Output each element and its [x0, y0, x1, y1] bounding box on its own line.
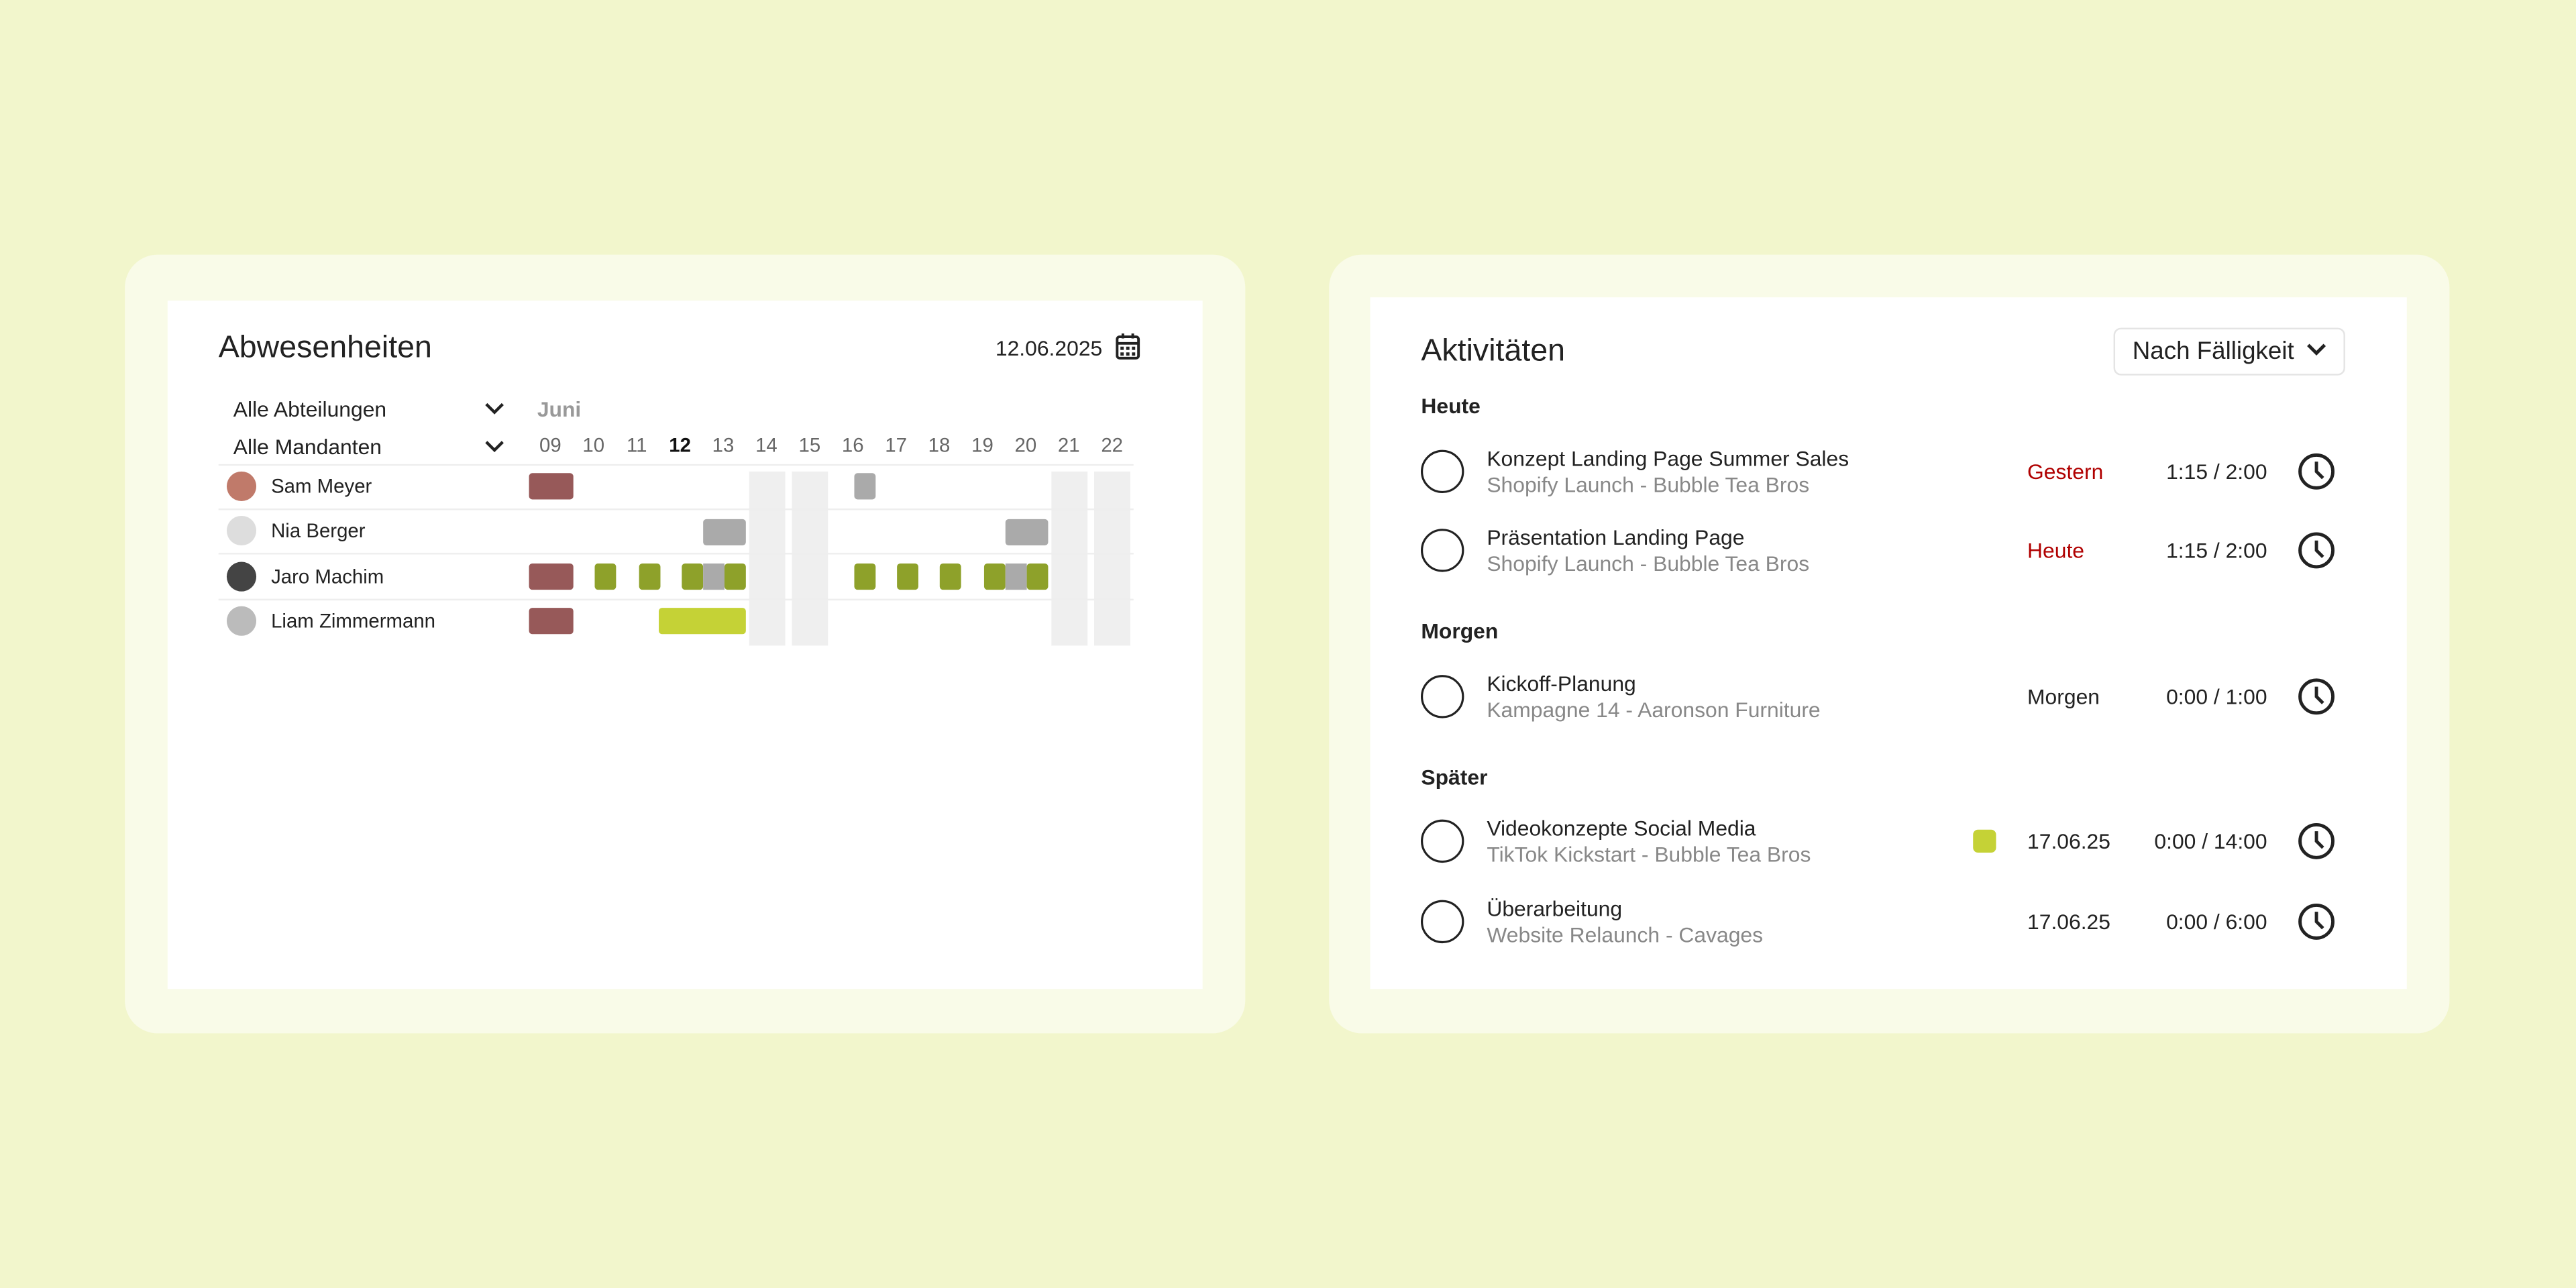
row-separators — [218, 464, 1134, 601]
group-label: Heute — [1421, 393, 1481, 419]
clock-icon[interactable] — [2298, 822, 2335, 859]
day-label: 21 — [1057, 433, 1080, 457]
day-label: 15 — [798, 433, 821, 457]
day-label: 22 — [1101, 433, 1124, 457]
day-label: 14 — [755, 433, 777, 457]
day-label: 20 — [1014, 433, 1037, 457]
activity-subtitle: Shopify Launch - Bubble Tea Bros — [1487, 551, 1810, 576]
panel-title: Abwesenheiten — [218, 331, 432, 366]
checkbox[interactable] — [1421, 529, 1464, 572]
clock-hands — [2314, 462, 2324, 480]
project-color — [1973, 829, 1996, 853]
date[interactable]: 12.06.2025 — [995, 335, 1103, 361]
activities-panel — [1370, 297, 2407, 989]
clock-icon[interactable] — [2298, 678, 2335, 715]
activity-title[interactable]: Videokonzepte Social Media — [1487, 815, 1756, 841]
day-label: 12 — [669, 433, 691, 457]
person: Jaro Machim — [271, 565, 384, 588]
clock-hands — [2314, 686, 2324, 704]
day-label: 10 — [582, 433, 605, 457]
clock-hands — [2314, 912, 2324, 930]
clock-icon[interactable] — [2298, 903, 2335, 940]
checkbox[interactable] — [1421, 819, 1464, 863]
dropdown-chevron[interactable] — [485, 402, 504, 415]
time-tracked: 1:15 / 2:00 — [2166, 459, 2267, 484]
group-label: Später — [1421, 765, 1488, 790]
clock-hands — [2314, 540, 2324, 558]
filter[interactable]: Alle Abteilungen — [233, 396, 387, 422]
checkbox[interactable] — [1421, 900, 1464, 944]
absence-blocks — [529, 473, 1049, 635]
activity-title[interactable]: Kickoff-Planung — [1487, 671, 1636, 696]
due-date: 17.06.25 — [2027, 909, 2110, 934]
sort-dropdown[interactable] — [2113, 327, 2345, 376]
day-label: 13 — [712, 433, 735, 457]
dropdown-chevron[interactable] — [485, 441, 504, 453]
clock-hands — [2314, 831, 2324, 849]
due-date: Morgen — [2027, 684, 2100, 709]
activity-subtitle: Website Relaunch - Cavages — [1487, 922, 1764, 947]
person: Nia Berger — [271, 519, 366, 543]
time-tracked: 1:15 / 2:00 — [2166, 538, 2267, 563]
time-tracked: 0:00 / 6:00 — [2166, 909, 2267, 934]
due-date: Gestern — [2027, 459, 2104, 484]
weekend-columns — [749, 471, 1130, 646]
day-label: 18 — [928, 433, 951, 457]
person: Sam Meyer — [271, 474, 372, 498]
sort-label[interactable]: Nach Fälligkeit — [2132, 337, 2294, 366]
day-label: 16 — [841, 433, 864, 457]
filter[interactable]: Alle Mandanten — [233, 434, 382, 460]
day-label: 17 — [885, 433, 907, 457]
clock-icon[interactable] — [2298, 453, 2335, 490]
checkbox[interactable] — [1421, 675, 1464, 718]
activity-title[interactable]: Präsentation Landing Page — [1487, 525, 1745, 550]
day-label: 19 — [971, 433, 994, 457]
avatar — [226, 515, 257, 546]
due-date: 17.06.25 — [2027, 828, 2110, 854]
activity-subtitle: Kampagne 14 - Aaronson Furniture — [1487, 697, 1821, 722]
dropdown-chevron[interactable] — [2307, 343, 2326, 356]
absences-panel — [167, 301, 1203, 989]
day-label: 11 — [626, 433, 647, 457]
person: Liam Zimmermann — [271, 609, 436, 633]
checkbox[interactable] — [1421, 449, 1464, 494]
month: Juni — [537, 396, 582, 422]
activity-title[interactable]: Konzept Landing Page Summer Sales — [1487, 445, 1849, 471]
group-label: Morgen — [1421, 619, 1499, 643]
due-date: Heute — [2027, 538, 2085, 563]
avatar — [226, 471, 257, 501]
avatar — [226, 561, 257, 592]
calendar-icon[interactable] — [1116, 333, 1140, 360]
time-tracked: 0:00 / 1:00 — [2166, 684, 2267, 709]
activity-title[interactable]: Überarbeitung — [1487, 896, 1623, 921]
avatar — [226, 606, 257, 636]
day-label: 09 — [539, 433, 561, 457]
panel-title: Aktivitäten — [1421, 334, 1566, 369]
activity-subtitle: Shopify Launch - Bubble Tea Bros — [1487, 472, 1810, 497]
time-tracked: 0:00 / 14:00 — [2154, 828, 2267, 854]
clock-icon[interactable] — [2298, 532, 2335, 569]
activity-subtitle: TikTok Kickstart - Bubble Tea Bros — [1487, 842, 1811, 867]
